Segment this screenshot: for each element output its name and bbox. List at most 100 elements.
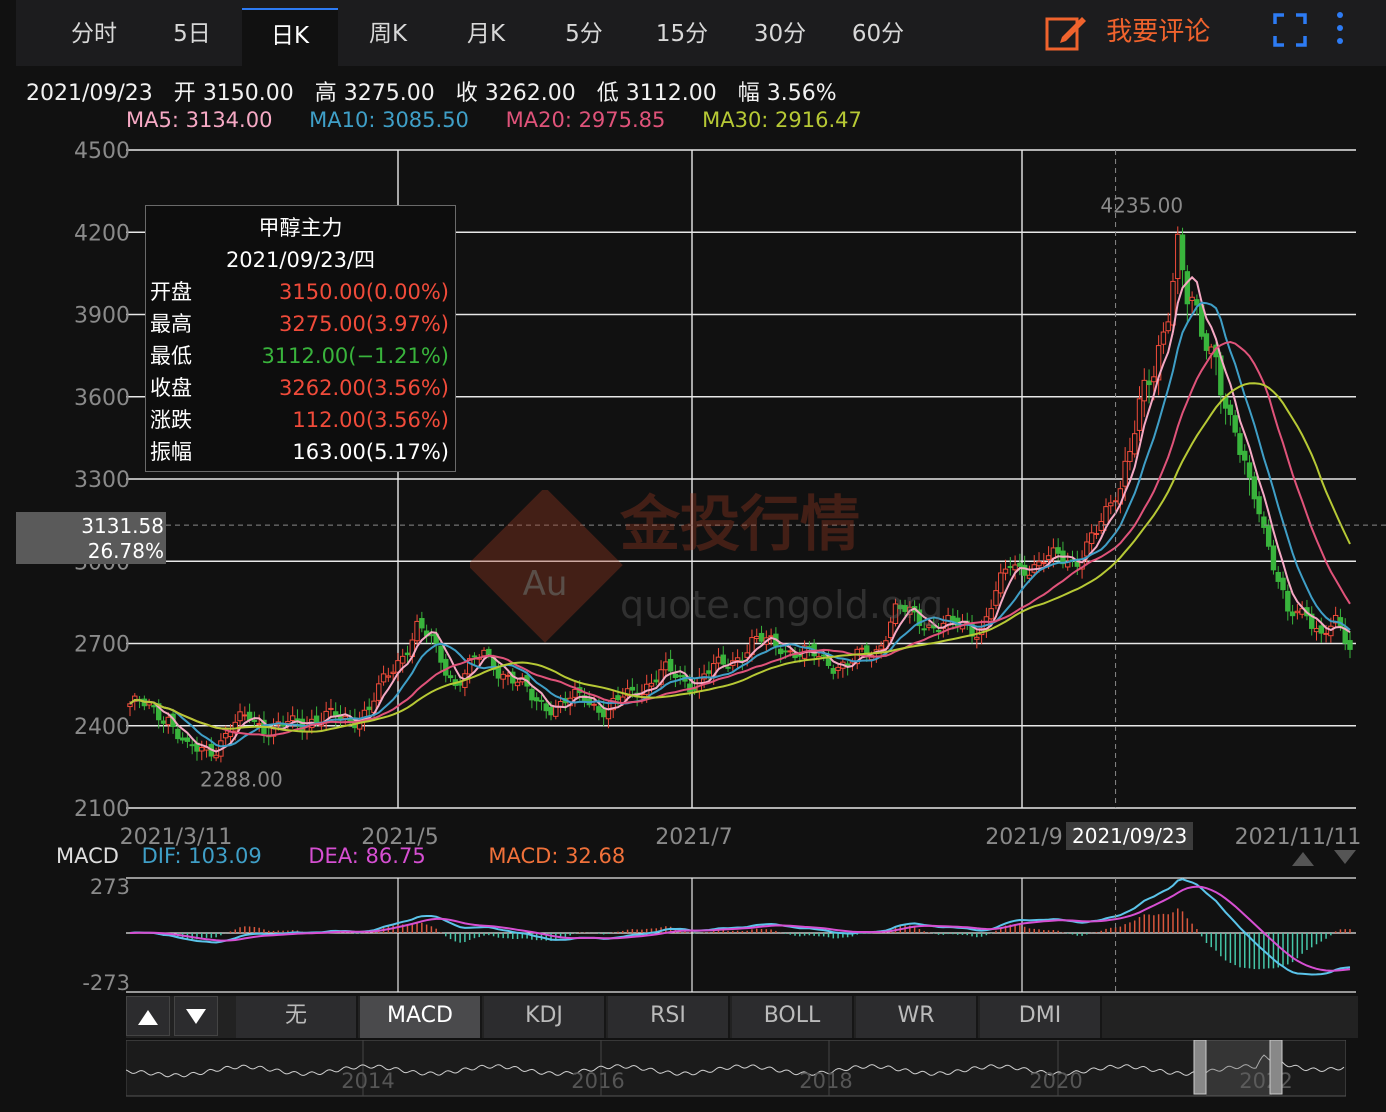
candle-body (289, 715, 296, 721)
y-tick-label: 2700 (74, 633, 130, 658)
comment-label: 我要评论 (1106, 17, 1211, 47)
candle-body (466, 658, 473, 675)
candle-body (251, 719, 258, 722)
candle-body (285, 721, 291, 724)
navigator-year: 2022 (1239, 1069, 1292, 1093)
dif-line (129, 878, 1351, 976)
dea-line (129, 885, 1351, 972)
candle-body (280, 724, 286, 727)
scroll-up-icon[interactable] (1290, 848, 1316, 868)
navigator-frame (126, 1040, 1346, 1097)
candle-body (1002, 568, 1009, 574)
candle-body (1246, 462, 1253, 478)
ma5-line (129, 275, 1351, 753)
tooltip-row: 收盘 3262.00(3.56%) (146, 372, 455, 404)
tooltip-row: 最高 3275.00(3.97%) (146, 308, 455, 340)
navigator-selection[interactable] (1206, 1040, 1270, 1096)
candle-body (1179, 234, 1186, 271)
candle-body (663, 661, 669, 671)
indicator-wr[interactable]: WR (856, 996, 978, 1038)
indicator-rsi[interactable]: RSI (608, 996, 730, 1038)
open-label: 开 (173, 81, 196, 106)
navigator-right-handle[interactable] (1269, 1040, 1283, 1095)
tab-2[interactable]: 日K (242, 8, 338, 68)
tab-4[interactable]: 月K (466, 21, 506, 47)
tab-7[interactable]: 30分 (753, 21, 807, 47)
ohlc-tooltip: 甲醇主力 2021/09/23/四 开盘 3150.00(0.00%) 最高 3275… (145, 205, 456, 472)
candle-body (1055, 547, 1061, 554)
navigator-left-handle[interactable] (1193, 1040, 1207, 1095)
tab-8[interactable]: 60分 (851, 21, 905, 47)
tooltip-value: 3150.00(0.00%) (279, 280, 449, 304)
macd-ytick: 273 (90, 875, 130, 899)
candle-body (438, 645, 444, 663)
candle-body (835, 666, 841, 671)
more-icon[interactable] (1334, 10, 1346, 46)
candle-body (1017, 562, 1023, 567)
triangle-down-icon (186, 1009, 206, 1024)
ma5-label: MA5: 3134.00 (126, 108, 273, 132)
candle-body (653, 679, 659, 683)
candle-body (1151, 376, 1157, 383)
fullscreen-icon[interactable] (1272, 12, 1308, 48)
candle-body (132, 695, 138, 702)
tooltip-row: 最低 3112.00(−1.21%) (146, 340, 455, 372)
comment-button[interactable]: 我要评论 (1044, 12, 1210, 52)
candle-body (1084, 541, 1090, 557)
candle-body (1127, 451, 1133, 462)
candle-body (624, 688, 631, 697)
candle-body (921, 628, 927, 631)
candle-body (1045, 555, 1052, 560)
kline-chart[interactable]: 2100240027003000330036003900420045002021… (0, 130, 1386, 856)
candle-body (1136, 398, 1143, 431)
watermark: Au 金投行情 quote.cngold.org (467, 487, 943, 654)
indicator-macd[interactable]: MACD (360, 996, 482, 1038)
candle-body (1294, 610, 1301, 614)
indicator-dmi[interactable]: DMI (980, 996, 1102, 1038)
indicator-kdj[interactable]: KDJ (484, 996, 606, 1038)
candle-body (400, 655, 406, 664)
candle-body (892, 603, 899, 624)
scroll-down-icon[interactable] (1332, 848, 1358, 868)
candle-body (1347, 640, 1353, 650)
candle-body (543, 703, 549, 712)
candle-body (1237, 433, 1243, 455)
candle-body (1194, 299, 1200, 306)
candle-body (658, 669, 664, 685)
candle-body (404, 652, 411, 656)
range-navigator[interactable]: 2014 2016 2018 2020 2022 (126, 1040, 1346, 1100)
indicator-next-button[interactable] (174, 996, 218, 1036)
y-tick-label: 3900 (74, 304, 130, 329)
candle-body (988, 608, 994, 620)
indicator-boll[interactable]: BOLL (732, 996, 854, 1038)
indicator-无[interactable]: 无 (236, 996, 358, 1038)
cursor-date-label: 2021/09/23 (1066, 822, 1194, 850)
candle-body (1098, 521, 1104, 531)
cursor-pct: 26.78% (87, 539, 164, 563)
candle-body (821, 654, 827, 657)
max-label: 4235.00 (1100, 194, 1183, 218)
candle-body (443, 658, 449, 676)
watermark-sub: quote.cngold.org (620, 583, 940, 627)
tooltip-value: 3262.00(3.56%) (279, 376, 449, 400)
candle-body (127, 703, 133, 708)
tab-0[interactable]: 分时 (71, 21, 117, 47)
high-label: 高 (314, 81, 337, 106)
candle-body (1088, 532, 1095, 545)
indicator-prev-button[interactable] (126, 996, 170, 1036)
tab-6[interactable]: 15分 (655, 21, 709, 47)
tab-5[interactable]: 5分 (565, 21, 603, 47)
tab-1[interactable]: 5日 (173, 21, 211, 47)
candle-body (380, 673, 387, 683)
tooltip-value: 3275.00(3.97%) (279, 312, 449, 336)
tooltip-key: 涨跌 (150, 408, 192, 432)
tooltip-value: 3112.00(−1.21%) (261, 344, 449, 368)
candle-body (175, 728, 181, 740)
tooltip-row: 振幅 163.00(5.17%) (146, 436, 455, 468)
candle-body (672, 673, 679, 678)
ma30-line (129, 382, 1351, 733)
candle-body (471, 655, 478, 658)
candle-body (1203, 333, 1210, 351)
ma10-label: MA10: 3085.50 (309, 108, 469, 132)
tab-3[interactable]: 周K (368, 21, 408, 47)
